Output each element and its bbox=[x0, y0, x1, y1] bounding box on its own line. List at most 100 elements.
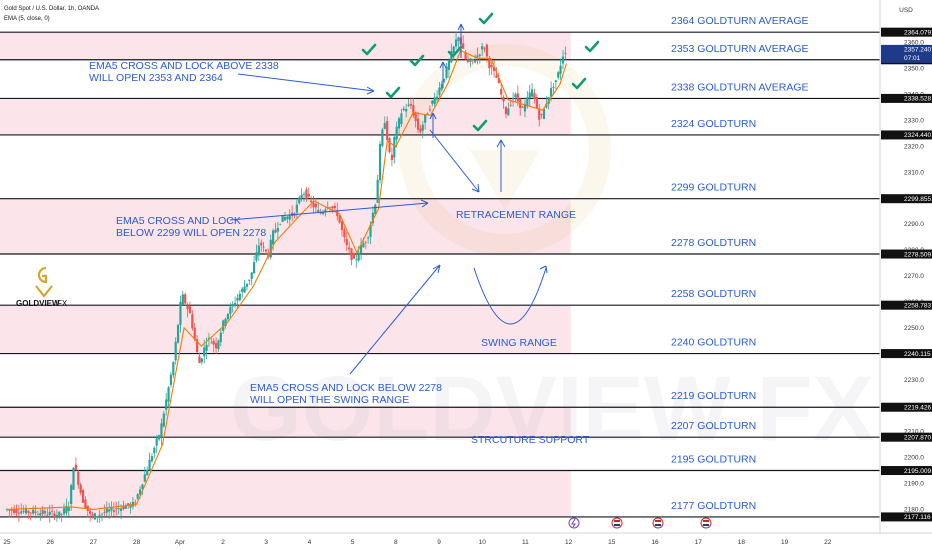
candle-body bbox=[65, 505, 68, 514]
us-flag-event-icon[interactable] bbox=[611, 517, 623, 529]
annotation-ema5-above-line2: WILL OPEN 2353 AND 2364 bbox=[89, 72, 223, 84]
candle-body bbox=[198, 356, 201, 364]
arrow-ema5-above bbox=[237, 73, 375, 92]
price-tick-label: 2230.0 bbox=[904, 377, 924, 384]
candle-body bbox=[462, 43, 465, 49]
candle-body bbox=[248, 279, 251, 281]
price-tick-label: 2350.0 bbox=[904, 66, 924, 73]
candle-body bbox=[10, 509, 13, 511]
price-tick-label: 2270.0 bbox=[904, 273, 924, 280]
level-price-tag-text: 2278.509 bbox=[904, 251, 931, 258]
candle-body bbox=[29, 512, 32, 514]
candle-body bbox=[250, 272, 253, 279]
date-tick-label: 11 bbox=[522, 539, 529, 546]
goldview-logo: GOLDVIEW FX bbox=[16, 266, 68, 308]
current-price-value: 2357.240 bbox=[904, 46, 931, 53]
price-axis[interactable]: USD 2180.02190.02200.02210.02220.02230.0… bbox=[879, 0, 932, 550]
candle-body bbox=[343, 229, 346, 238]
candle-body bbox=[20, 511, 23, 514]
arrow-head-icon bbox=[457, 23, 465, 31]
candle-body bbox=[333, 205, 336, 209]
check-icon bbox=[472, 119, 488, 132]
annotation-ema5-below-2299-line2: BELOW 2299 WILL OPEN 2278 bbox=[116, 227, 266, 239]
candle-body bbox=[122, 506, 125, 510]
us-flag-event-icon[interactable] bbox=[700, 517, 712, 529]
candle-body bbox=[214, 343, 218, 349]
candle-body bbox=[483, 48, 486, 50]
candle-body bbox=[329, 207, 332, 209]
zone-band bbox=[0, 32, 571, 60]
level-price-tag bbox=[881, 300, 932, 310]
date-tick-label: 22 bbox=[824, 539, 832, 546]
event-markers[interactable] bbox=[568, 517, 712, 529]
candle-body bbox=[224, 318, 227, 326]
candle-body bbox=[438, 87, 441, 96]
lightning-event-icon[interactable] bbox=[568, 517, 580, 529]
candle-body bbox=[67, 507, 70, 511]
candle-body bbox=[77, 471, 80, 485]
arrow-head-icon bbox=[439, 61, 447, 69]
candle-body bbox=[157, 435, 161, 440]
candle-body bbox=[359, 244, 363, 254]
candle-body bbox=[509, 104, 512, 106]
price-tick-label: 2330.0 bbox=[904, 118, 924, 125]
arrow-ema5-below-2299 bbox=[229, 202, 429, 221]
level-label: 2353 GOLDTURN AVERAGE bbox=[671, 43, 809, 55]
arrow-retracement-down bbox=[429, 129, 480, 193]
candle-body bbox=[176, 324, 180, 343]
level-label: 2364 GOLDTURN AVERAGE bbox=[671, 15, 809, 27]
time-axis[interactable]: 25 26 27 28 Apr 2 3 4 5 8 9 10 11 12 15 16 17 18 19 22 bbox=[0, 532, 932, 546]
candle-body bbox=[8, 509, 11, 511]
candle-body bbox=[298, 197, 301, 204]
candle-body bbox=[62, 508, 66, 514]
candle-body bbox=[314, 203, 317, 208]
candle-body bbox=[324, 209, 327, 213]
zone-band bbox=[0, 98, 571, 135]
candle-body bbox=[129, 504, 132, 508]
candle-body bbox=[219, 332, 222, 342]
level-price-tag bbox=[881, 466, 932, 476]
candle-body bbox=[321, 211, 325, 214]
candle-body bbox=[13, 509, 16, 514]
candle-body bbox=[174, 341, 177, 361]
level-price-tag-text: 2195.009 bbox=[904, 468, 931, 475]
candle-body bbox=[362, 243, 365, 248]
candle-body bbox=[146, 469, 149, 476]
us-flag-event-icon[interactable] bbox=[652, 517, 664, 529]
level-label: 2219 GOLDTURN bbox=[671, 390, 756, 402]
indicator-legend: EMA (5, close, 0) bbox=[4, 16, 50, 22]
candle-body bbox=[286, 216, 289, 220]
candle-body bbox=[212, 340, 215, 345]
candle-body bbox=[34, 511, 37, 513]
candle-body bbox=[272, 230, 275, 245]
candle-body bbox=[481, 46, 484, 50]
candle-body bbox=[200, 358, 203, 363]
candle-body bbox=[193, 327, 196, 340]
candle-body bbox=[72, 467, 75, 490]
candle-body bbox=[331, 206, 334, 209]
candle-body bbox=[131, 501, 135, 507]
candle-body bbox=[222, 320, 225, 331]
level-label: 2258 GOLDTURN bbox=[671, 288, 756, 300]
level-label: 2240 GOLDTURN bbox=[671, 337, 756, 349]
date-tick-label: 18 bbox=[738, 539, 746, 546]
candle-body bbox=[424, 114, 427, 123]
candle-body bbox=[478, 54, 481, 56]
price-tick-label: 2200.0 bbox=[904, 455, 924, 462]
level-price-tag-text: 2324.440 bbox=[904, 132, 931, 139]
level-price-tag-text: 2207.870 bbox=[904, 434, 931, 441]
level-price-tag-text: 2338.528 bbox=[904, 96, 931, 103]
candle-body bbox=[352, 253, 355, 259]
swing-range-curve bbox=[473, 267, 547, 325]
candle-body bbox=[523, 103, 527, 112]
candle-body bbox=[112, 510, 116, 512]
candle-body bbox=[91, 514, 94, 516]
check-marks bbox=[361, 12, 600, 132]
price-tick-label: 2210.0 bbox=[904, 429, 924, 436]
date-tick-label: 4 bbox=[308, 539, 312, 546]
candle-body bbox=[526, 97, 529, 107]
candle-body bbox=[203, 347, 206, 357]
candle-body bbox=[96, 516, 99, 518]
candle-body bbox=[426, 113, 429, 115]
